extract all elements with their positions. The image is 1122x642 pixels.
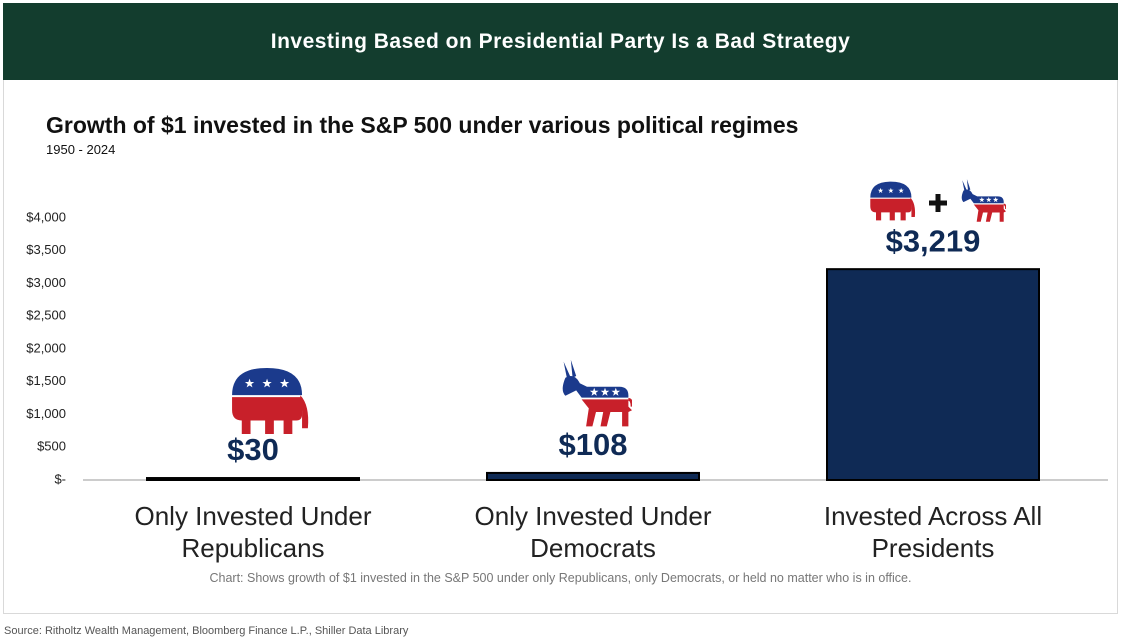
bar — [146, 477, 360, 482]
y-tick-label: $1,000 — [26, 406, 66, 421]
x-tick-label: Invested Across All Presidents — [823, 501, 1043, 563]
democrat-icon — [563, 360, 632, 427]
card: Growth of $1 invested in the S&P 500 und… — [3, 80, 1118, 614]
y-tick-label: $2,000 — [26, 340, 66, 355]
source: Source: Ritholtz Wealth Management, Bloo… — [4, 625, 409, 637]
y-tick-label: $500 — [37, 439, 66, 454]
y-tick-label: $1,500 — [26, 373, 66, 388]
y-tick-label: $4,000 — [26, 209, 66, 224]
x-tick-label: Only Invested Under Republicans — [134, 501, 372, 563]
chart-note: Chart: Shows growth of $1 invested in th… — [209, 571, 912, 585]
plus-sign — [929, 194, 947, 212]
republican-icon — [232, 368, 308, 434]
chart: $- $500 $1,000 $1,500 $2,000 $2,500 $3,000 $3,5… — [26, 0, 1108, 486]
chart-title: Growth of $1 invested in the S&P 500 und… — [46, 112, 799, 138]
value-label: $3,219 — [886, 223, 981, 258]
republican-icon — [870, 182, 915, 221]
bar — [486, 471, 700, 481]
y-tick-label: $- — [54, 471, 66, 486]
banner: Investing Based on Presidential Party Is… — [3, 3, 1118, 80]
value-label: $30 — [227, 432, 279, 467]
democrat-icon — [962, 179, 1006, 222]
y-tick-label: $3,500 — [26, 242, 66, 257]
y-tick-label: $3,000 — [26, 275, 66, 290]
x-tick-label: Only Invested Under Democrats — [474, 501, 712, 563]
bar — [826, 268, 1040, 481]
value-label: $108 — [559, 427, 628, 462]
chart-subtitle: 1950 - 2024 — [46, 142, 116, 157]
y-tick-label: $2,500 — [26, 308, 66, 323]
